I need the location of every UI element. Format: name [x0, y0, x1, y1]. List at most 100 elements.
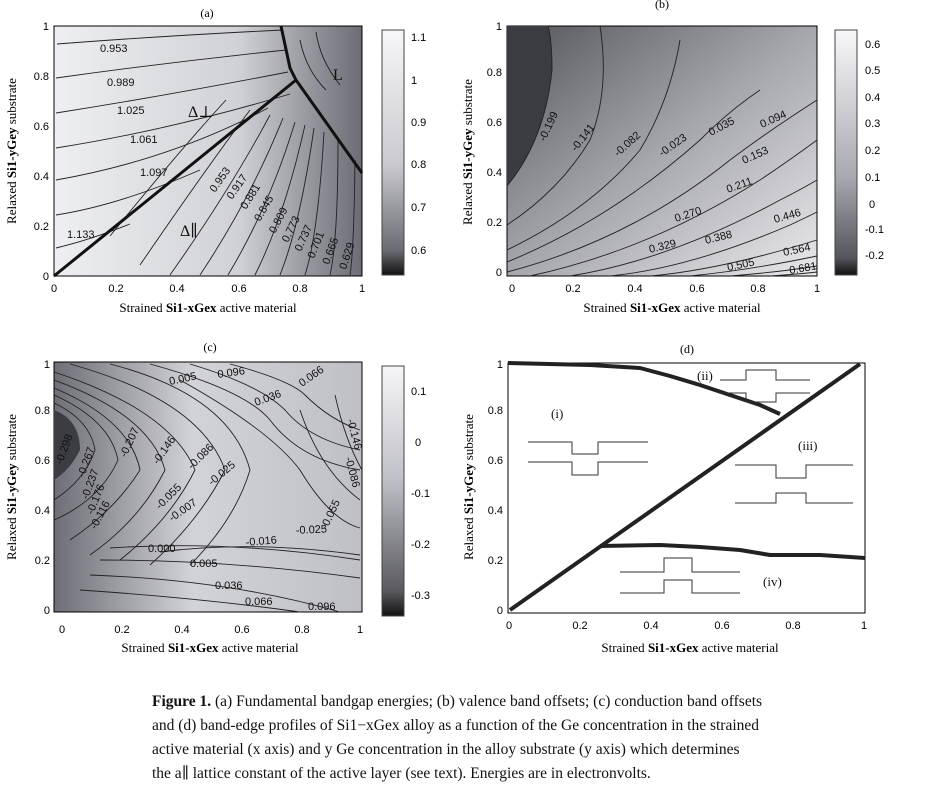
y-tick: 0 — [497, 605, 503, 617]
contour-label: 0.096 — [217, 365, 246, 381]
contour-label: 0.000 — [148, 543, 176, 555]
panel-c-dark-region — [54, 410, 80, 480]
panel-d-region-labels: (i) (ii) (iii) (iv) — [551, 368, 818, 589]
contour-label: 0.005 — [168, 370, 197, 387]
band-profile-iv-valence — [620, 579, 740, 594]
colorbar-tick: 0.3 — [865, 118, 880, 130]
band-profile-i-conduction — [528, 441, 648, 455]
contour-label: -0.025 — [296, 523, 328, 537]
contour-label: 0.066 — [245, 596, 273, 608]
contour-label: 1.025 — [117, 105, 145, 117]
region-label-ii: (ii) — [697, 368, 713, 383]
band-profile-iii-valence — [735, 492, 853, 504]
x-tick: 0.8 — [785, 620, 800, 632]
y-tick: 1 — [44, 359, 50, 371]
x-tick: 1 — [861, 620, 867, 632]
panel-b-colorbar-ticks: 0.6 0.5 0.4 0.3 0.2 0.1 0 -0.1 -0.2 — [865, 39, 884, 262]
panel-a-contours — [55, 29, 356, 276]
colorbar-tick: 0.1 — [411, 386, 426, 398]
region-label-iii: (iii) — [798, 438, 818, 453]
panel-c-contours — [53, 363, 363, 613]
y-tick: 1 — [497, 359, 503, 371]
colorbar-tick: -0.1 — [411, 488, 430, 500]
colorbar-tick: 0.2 — [865, 145, 880, 157]
x-tick: 0.8 — [292, 283, 307, 295]
panel-d-band-profiles — [528, 369, 853, 594]
colorbar-tick: 0.1 — [865, 172, 880, 184]
colorbar-tick: 0.7 — [411, 202, 426, 214]
colorbar-tick: 0.5 — [865, 65, 880, 77]
contour-label: 0.953 — [100, 43, 128, 55]
panel-b: (b) -0.199 -0.141 -0.082 -0.023 0.035 0.… — [460, 0, 884, 315]
panel-a-xlabel: Strained Si1-xGex active material — [119, 300, 297, 315]
contour-label: 0.505 — [726, 256, 755, 273]
y-tick: 0.2 — [488, 555, 503, 567]
region-label-L: L — [333, 67, 343, 84]
panel-d-ylabel: Relaxed Si1-yGey substrate — [461, 414, 476, 560]
panel-d-xticks: 0 0.2 0.4 0.6 0.8 1 — [506, 620, 867, 632]
panel-d: (d) (i) (ii) (iii) (iv) 0 0.2 0.4 0 — [461, 342, 867, 655]
panel-a-region-labels: Δ⊥ Δ∥ L — [180, 67, 343, 240]
contour-label: 0.036 — [215, 580, 243, 592]
colorbar-tick: -0.2 — [411, 539, 430, 551]
x-tick: 0.2 — [572, 620, 587, 632]
y-tick: 0.4 — [35, 505, 50, 517]
x-tick: 0.8 — [294, 624, 309, 636]
colorbar-tick: 0.6 — [411, 245, 426, 257]
x-tick: 0.6 — [714, 620, 729, 632]
panel-b-xlabel: Strained Si1-xGex active material — [583, 300, 761, 315]
x-tick: 0.4 — [174, 624, 189, 636]
region-label-i: (i) — [551, 406, 563, 421]
band-profile-iv-conduction — [620, 557, 740, 573]
band-profile-ii-valence — [720, 392, 810, 403]
panel-d-xlabel: Strained Si1-xGex active material — [601, 640, 779, 655]
panel-d-label: (d) — [680, 342, 694, 356]
region-label-iv: (iv) — [763, 574, 782, 589]
colorbar-tick: 0.6 — [865, 39, 880, 51]
y-tick: 0.8 — [487, 67, 502, 79]
x-tick: 1 — [357, 624, 363, 636]
y-tick: 0.2 — [487, 217, 502, 229]
contour-label: 1.061 — [130, 134, 158, 146]
panel-b-contours — [506, 25, 818, 277]
contour-label: 0.096 — [308, 601, 336, 613]
figure-caption: Figure 1. (a) Fundamental bandgap energi… — [152, 690, 892, 786]
contour-label: 0.564 — [782, 241, 811, 258]
panel-d-yticks: 0 0.2 0.4 0.6 0.8 1 — [488, 359, 503, 617]
x-tick: 0.4 — [169, 283, 184, 295]
colorbar-tick: 0 — [415, 437, 421, 449]
x-tick: 0.6 — [689, 283, 704, 295]
x-tick: 0.2 — [108, 283, 123, 295]
panel-c-colorbar — [381, 365, 405, 617]
panel-a-xticks: 0 0.2 0.4 0.6 0.8 1 — [51, 283, 365, 295]
colorbar-tick: 1 — [411, 75, 417, 87]
panel-a-yticks: 0 0.2 0.4 0.6 0.8 1 — [34, 21, 49, 283]
y-tick: 0 — [43, 271, 49, 283]
panel-a-region-boundaries — [53, 25, 364, 278]
panel-c-yticks: 0 0.2 0.4 0.6 0.8 1 — [35, 359, 50, 617]
colorbar-tick: 0.4 — [865, 92, 880, 104]
panel-c-ylabel: Relaxed Si1-yGey substrate — [4, 414, 19, 560]
colorbar-tick: -0.2 — [865, 250, 884, 262]
panel-b-colorbar — [834, 29, 858, 276]
figure-1: (a) 0.953 0 — [4, 0, 884, 655]
y-tick: 0.6 — [487, 117, 502, 129]
contour-label: 0.005 — [190, 558, 218, 570]
band-profile-ii-conduction — [720, 369, 810, 381]
y-tick: 0.2 — [34, 221, 49, 233]
x-tick: 0.2 — [565, 283, 580, 295]
x-tick: 0 — [51, 283, 57, 295]
caption-line: and (d) band-edge profiles of Si1−xGex a… — [152, 717, 760, 734]
panel-d-boundaries — [507, 361, 866, 612]
panel-c-xlabel: Strained Si1-xGex active material — [121, 640, 299, 655]
panel-b-label: (b) — [655, 0, 669, 11]
colorbar-tick: 1.1 — [411, 32, 426, 44]
contour-label: -0.016 — [245, 534, 277, 549]
panel-a-colorbar — [381, 29, 405, 276]
contour-label: 1.097 — [140, 167, 168, 179]
panel-b-dark-region — [507, 26, 552, 186]
panel-c-xticks: 0 0.2 0.4 0.6 0.8 1 — [59, 624, 363, 636]
panel-a-label: (a) — [200, 6, 213, 20]
y-tick: 0.8 — [35, 405, 50, 417]
x-tick: 1 — [359, 283, 365, 295]
